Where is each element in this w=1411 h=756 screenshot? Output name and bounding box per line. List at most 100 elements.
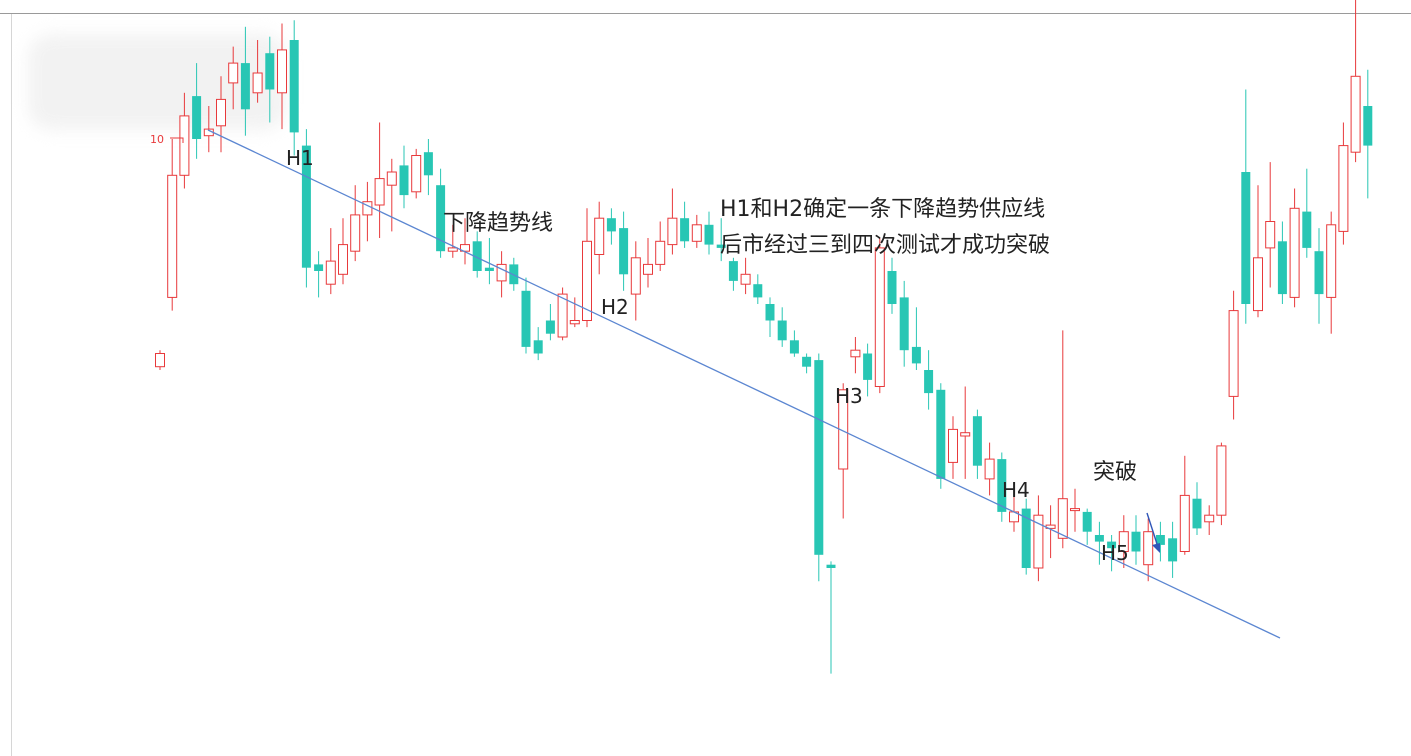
candle bbox=[1338, 122, 1349, 245]
candle bbox=[643, 238, 653, 288]
candle-body bbox=[289, 40, 299, 133]
candle bbox=[911, 307, 921, 370]
candle bbox=[1204, 505, 1215, 535]
candle bbox=[1289, 188, 1300, 308]
candle-body bbox=[1094, 535, 1104, 542]
candle-body bbox=[314, 264, 324, 271]
candle-body bbox=[447, 247, 458, 252]
candle-body bbox=[1057, 498, 1068, 539]
candle bbox=[1070, 488, 1080, 532]
candle-body bbox=[1350, 75, 1361, 153]
candle-body bbox=[899, 297, 909, 351]
candle-body bbox=[728, 261, 738, 281]
breakout-label: 突破 bbox=[1093, 460, 1138, 485]
candle-body bbox=[1179, 494, 1190, 552]
candle-body bbox=[399, 165, 409, 196]
candle-body bbox=[619, 228, 629, 275]
candle bbox=[277, 23, 287, 130]
candle bbox=[802, 353, 812, 374]
candle bbox=[960, 386, 971, 479]
candle bbox=[228, 46, 239, 110]
candle-body bbox=[265, 53, 275, 90]
candle-body bbox=[216, 98, 226, 127]
candle bbox=[826, 561, 836, 674]
candle-body bbox=[1253, 257, 1263, 312]
candle bbox=[1082, 508, 1092, 545]
candle-body bbox=[1168, 538, 1178, 562]
candle-body bbox=[1192, 498, 1202, 529]
candle bbox=[924, 350, 934, 410]
candle-body bbox=[753, 284, 763, 298]
candle-body bbox=[301, 145, 311, 268]
candle-body bbox=[1289, 207, 1300, 298]
candle bbox=[423, 139, 433, 196]
candle bbox=[167, 139, 178, 311]
candle-body bbox=[643, 263, 653, 275]
candle-body bbox=[704, 224, 714, 245]
candle-body bbox=[667, 217, 678, 246]
note-line-1: H1和H2确定一条下降趋势供应线 bbox=[720, 197, 1046, 222]
breakout-arrow-head bbox=[1152, 543, 1160, 553]
candle bbox=[740, 257, 751, 295]
candles-layer bbox=[155, 0, 1373, 674]
candle-body bbox=[484, 267, 494, 271]
candle bbox=[533, 327, 543, 361]
candle-body bbox=[350, 214, 361, 252]
candle-body bbox=[179, 115, 190, 176]
candle bbox=[314, 251, 324, 298]
candle-body bbox=[740, 273, 751, 285]
candle-body bbox=[569, 320, 580, 325]
candle-body bbox=[936, 389, 946, 479]
candle-body bbox=[423, 152, 433, 176]
candle bbox=[411, 148, 422, 199]
candle-body bbox=[960, 432, 971, 437]
candle-body bbox=[1204, 514, 1215, 523]
candle-body bbox=[436, 185, 446, 252]
candle-body bbox=[1118, 531, 1129, 553]
candle-body bbox=[557, 293, 568, 338]
candle-body bbox=[630, 257, 641, 295]
candle bbox=[1021, 498, 1031, 575]
candle-body bbox=[802, 356, 812, 367]
candle bbox=[997, 452, 1007, 522]
candle bbox=[557, 287, 568, 341]
candle-body bbox=[1277, 241, 1287, 295]
candle bbox=[765, 297, 775, 337]
candle-body bbox=[948, 428, 958, 463]
tick-marker bbox=[170, 137, 184, 143]
candle bbox=[936, 383, 946, 489]
label-h5: H5 bbox=[1101, 541, 1129, 565]
candle bbox=[399, 145, 409, 209]
candle bbox=[289, 20, 299, 156]
candle-body bbox=[582, 240, 592, 321]
candle bbox=[606, 208, 616, 245]
candle bbox=[301, 129, 311, 288]
candle bbox=[619, 211, 629, 291]
candle-body bbox=[167, 174, 178, 298]
candle-body bbox=[1107, 541, 1117, 549]
candle-body bbox=[655, 240, 666, 265]
candle-body bbox=[228, 62, 239, 84]
candle-body bbox=[984, 458, 995, 480]
candle-body bbox=[252, 72, 263, 94]
candle bbox=[545, 304, 555, 341]
candle-body bbox=[1070, 508, 1080, 512]
candle bbox=[447, 224, 458, 258]
candle-body bbox=[911, 346, 921, 364]
candle-body bbox=[1155, 535, 1165, 545]
note-line-2: 后市经过三到四次测试才成功突破 bbox=[720, 233, 1051, 258]
candle bbox=[655, 221, 666, 271]
candle bbox=[240, 26, 250, 136]
candle-body bbox=[1314, 251, 1324, 295]
candle bbox=[1253, 185, 1263, 318]
candle-body bbox=[826, 564, 836, 568]
candle bbox=[1277, 221, 1287, 304]
candle bbox=[436, 168, 446, 258]
candle bbox=[1131, 515, 1141, 565]
candle bbox=[472, 231, 482, 278]
candle-body bbox=[545, 320, 555, 334]
candle-body bbox=[472, 241, 482, 271]
candle bbox=[814, 353, 824, 582]
candle bbox=[350, 185, 361, 262]
